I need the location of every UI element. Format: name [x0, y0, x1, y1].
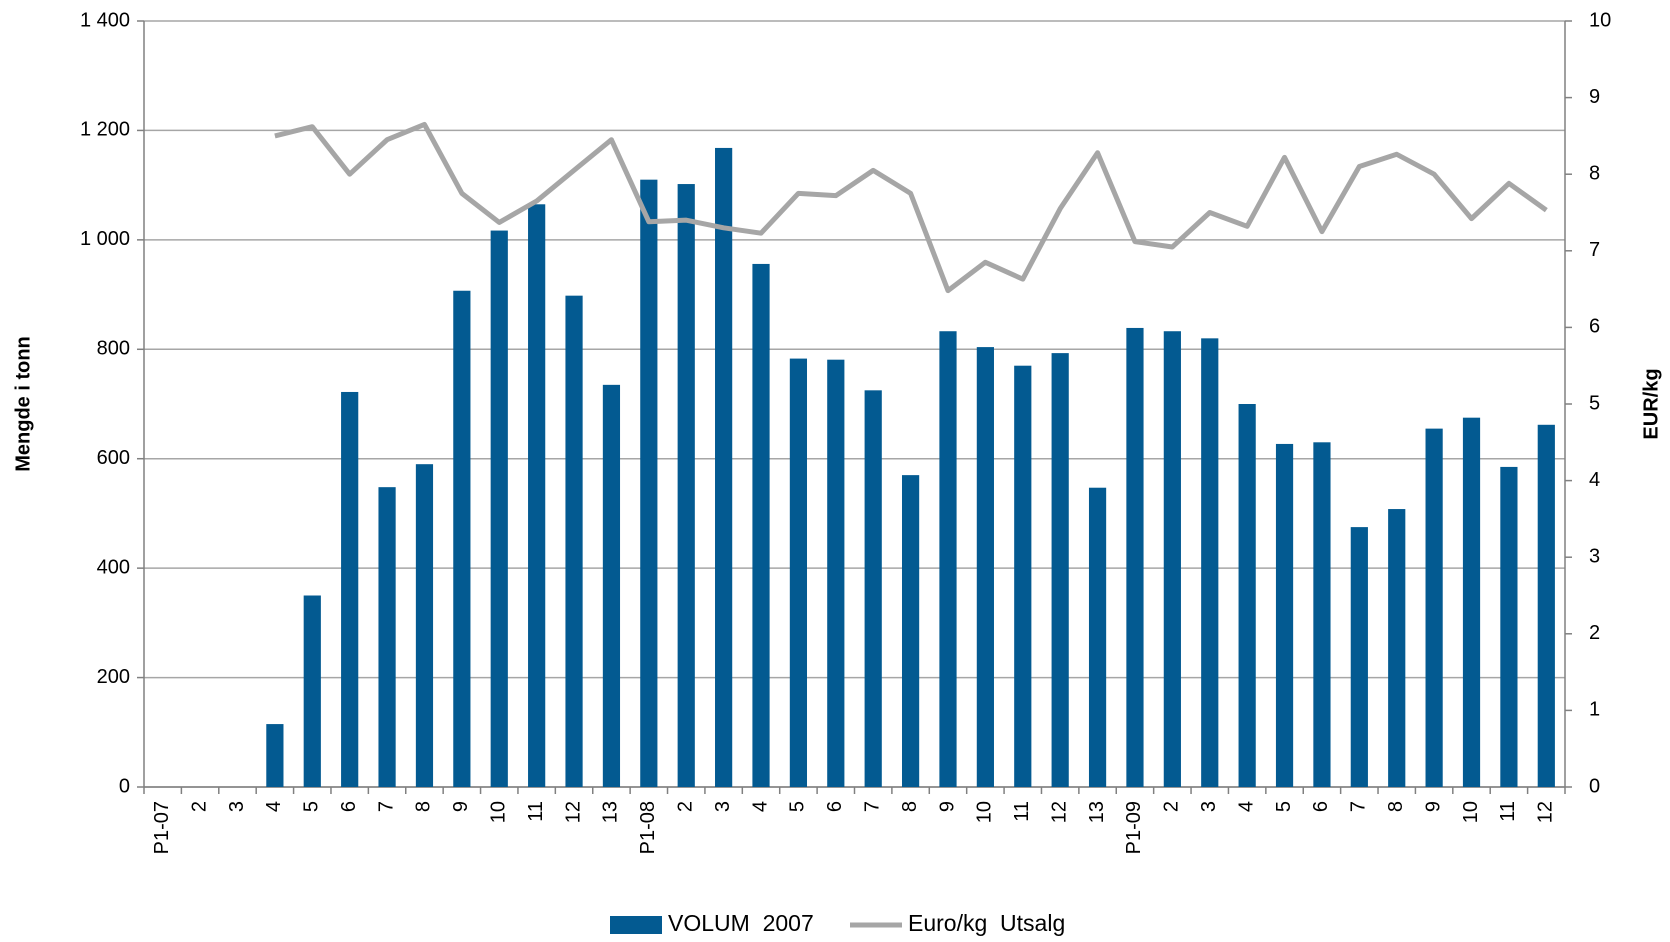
bar: [1537, 424, 1555, 787]
y2-tick-label: 4: [1589, 469, 1600, 491]
x-tick-label: 10: [488, 801, 510, 823]
y2-tick-label: 10: [1589, 9, 1611, 31]
x-tick-label: P1-09: [1123, 801, 1145, 854]
y-tick-label: 200: [97, 666, 130, 688]
y-tick-label: 800: [97, 338, 130, 360]
bar: [677, 184, 695, 787]
legend-label: Euro/kg Utsalg: [908, 910, 1065, 936]
y2-tick-label: 7: [1589, 239, 1600, 261]
bar: [1088, 487, 1107, 787]
bar: [1014, 365, 1032, 787]
bar: [789, 358, 808, 787]
y-tick-label: 0: [119, 775, 130, 797]
y2-tick-label: 2: [1589, 622, 1600, 644]
x-tick-label: 8: [1385, 801, 1407, 812]
bar: [1201, 338, 1219, 787]
y2-axis-label: EUR/kg: [1640, 368, 1662, 439]
x-tick-label: 5: [787, 801, 809, 812]
bar: [303, 595, 321, 787]
x-tick-label: 12: [1048, 801, 1070, 823]
x-tick-label: 11: [1011, 801, 1033, 822]
y2-tick-label: 0: [1589, 775, 1600, 797]
bar: [864, 390, 882, 787]
bar: [602, 384, 621, 787]
x-tick-label: 7: [375, 801, 397, 812]
y-axis-label: Mengde i tonn: [12, 336, 34, 472]
bar: [378, 487, 396, 787]
y2-tick-label: 9: [1589, 86, 1600, 108]
x-tick-label: 8: [413, 801, 435, 812]
bar: [1275, 443, 1294, 787]
x-tick-label: 11: [525, 801, 547, 822]
x-tick-label: 5: [301, 801, 323, 812]
bar: [1388, 509, 1406, 787]
x-tick-label: 3: [226, 801, 248, 812]
x-tick-label: 4: [749, 801, 771, 812]
y2-tick-label: 3: [1589, 545, 1600, 567]
x-tick-label: 6: [824, 801, 846, 812]
x-tick-label: 4: [263, 801, 285, 812]
y-tick-label: 400: [97, 556, 130, 578]
bar: [1500, 466, 1518, 787]
bar: [1051, 353, 1069, 787]
bar: [1238, 404, 1256, 787]
x-tick-label: 8: [899, 801, 921, 812]
bar: [1350, 527, 1368, 787]
x-tick-label: 6: [1310, 801, 1332, 812]
bar: [490, 230, 508, 787]
x-tick-label: 4: [1235, 801, 1257, 812]
x-tick-label: 2: [1161, 801, 1183, 812]
x-tick-label: 9: [1422, 801, 1444, 812]
bar: [565, 295, 583, 787]
y-tick-label: 1 000: [80, 228, 130, 250]
x-tick-label: 13: [600, 801, 622, 823]
bar: [266, 724, 284, 787]
y2-tick-label: 6: [1589, 316, 1600, 338]
x-tick-label: 6: [338, 801, 360, 812]
bar: [976, 347, 994, 787]
x-tick-label: 2: [675, 801, 697, 812]
x-tick-label: 10: [974, 801, 996, 823]
x-tick-label: 2: [188, 801, 210, 812]
bar: [752, 263, 770, 788]
bar: [415, 464, 434, 787]
bar: [1163, 331, 1181, 787]
y-tick-label: 600: [97, 447, 130, 469]
bar: [453, 290, 471, 787]
legend-swatch: [610, 916, 662, 934]
bar: [715, 147, 733, 788]
x-tick-label: 3: [1198, 801, 1220, 812]
x-tick-label: 3: [712, 801, 734, 812]
x-tick-label: 13: [1086, 801, 1108, 823]
bar: [1313, 442, 1331, 787]
bar: [827, 359, 845, 787]
x-tick-label: 5: [1273, 801, 1295, 812]
bar: [640, 179, 658, 787]
x-tick-label: 11: [1497, 801, 1519, 822]
x-tick-label: P1-08: [637, 801, 659, 854]
x-tick-label: 12: [1535, 801, 1557, 823]
bar: [341, 391, 359, 787]
bar: [1462, 417, 1481, 787]
x-tick-label: 9: [936, 801, 958, 812]
y-tick-label: 1 200: [80, 119, 130, 141]
x-tick-label: P1-07: [151, 801, 173, 854]
x-tick-label: 9: [450, 801, 472, 812]
bar: [901, 475, 920, 787]
bar: [1425, 428, 1443, 787]
x-tick-label: 7: [861, 801, 883, 812]
x-tick-label: 10: [1460, 801, 1482, 823]
bar: [1126, 327, 1144, 787]
line: [274, 121, 1548, 294]
y2-tick-label: 8: [1589, 162, 1600, 184]
y-tick-label: 1 400: [80, 9, 130, 31]
x-tick-label: 12: [562, 801, 584, 823]
y2-tick-label: 5: [1589, 392, 1600, 414]
legend-label: VOLUM 2007: [668, 910, 814, 936]
y2-tick-label: 1: [1589, 699, 1600, 721]
x-tick-label: 7: [1348, 801, 1370, 812]
bar: [939, 331, 957, 787]
bar: [528, 204, 546, 788]
